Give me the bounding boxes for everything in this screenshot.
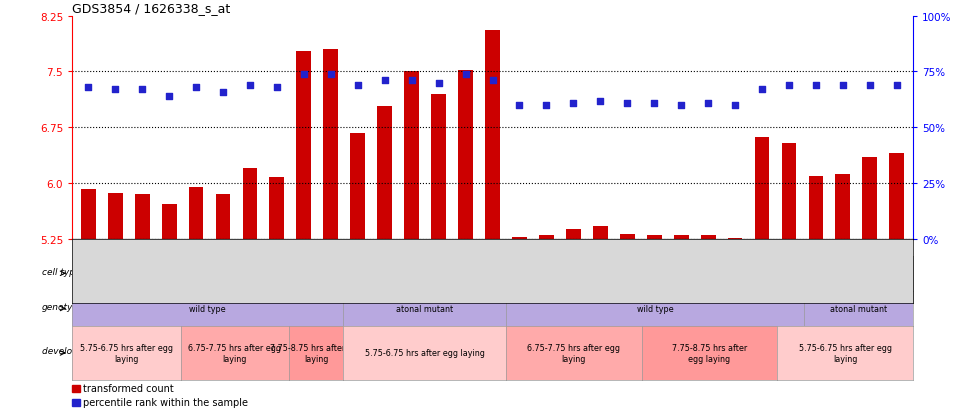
- Point: [512, 102, 528, 109]
- Point: [350, 82, 365, 89]
- Text: 5.75-6.75 hrs after egg
laying: 5.75-6.75 hrs after egg laying: [799, 343, 892, 363]
- Text: atonal mutant: atonal mutant: [396, 304, 454, 313]
- Point: [781, 82, 797, 89]
- Bar: [108, 193, 123, 240]
- Bar: [72, 385, 80, 392]
- Point: [269, 85, 284, 91]
- Point: [701, 100, 716, 107]
- Bar: [620, 234, 634, 240]
- Bar: [405, 71, 419, 240]
- Text: atonalGFP reporter_plus: atonalGFP reporter_plus: [240, 269, 337, 278]
- Text: 7.75-8.75 hrs after egg
laying: 7.75-8.75 hrs after egg laying: [270, 343, 362, 363]
- Bar: [296, 52, 311, 240]
- Text: 6.75-7.75 hrs after egg
laying: 6.75-7.75 hrs after egg laying: [188, 343, 282, 363]
- Bar: [215, 195, 231, 240]
- Bar: [135, 195, 150, 240]
- Point: [457, 71, 473, 78]
- Point: [727, 102, 743, 109]
- Bar: [188, 188, 204, 240]
- Bar: [566, 230, 580, 240]
- Point: [431, 80, 446, 87]
- Text: percentile rank within the sample: percentile rank within the sample: [83, 397, 248, 407]
- Point: [566, 100, 581, 107]
- Text: 5.75-6.75 hrs after egg
laying: 5.75-6.75 hrs after egg laying: [80, 343, 173, 363]
- Bar: [593, 227, 607, 240]
- Bar: [485, 31, 500, 240]
- Bar: [161, 204, 177, 240]
- Text: atonalGFP reporter_minus: atonalGFP reporter_minus: [657, 269, 762, 278]
- Point: [647, 100, 662, 107]
- Point: [862, 82, 877, 89]
- Text: wild type: wild type: [189, 304, 226, 313]
- Point: [188, 85, 204, 91]
- Point: [323, 71, 338, 78]
- Point: [835, 82, 850, 89]
- Point: [242, 82, 258, 89]
- Point: [404, 78, 419, 85]
- Text: atonal mutant: atonal mutant: [830, 304, 887, 313]
- Bar: [458, 71, 473, 240]
- Text: wild type: wild type: [637, 304, 674, 313]
- Text: 5.75-6.75 hrs after egg laying: 5.75-6.75 hrs after egg laying: [365, 349, 484, 358]
- Point: [161, 93, 177, 100]
- Bar: [835, 174, 850, 240]
- Text: development stage: development stage: [42, 346, 130, 355]
- Text: cell type: cell type: [42, 267, 81, 276]
- Text: genotype/variation: genotype/variation: [42, 302, 128, 311]
- Bar: [269, 178, 284, 240]
- Bar: [431, 95, 446, 240]
- Bar: [808, 176, 824, 240]
- Bar: [754, 138, 770, 240]
- Bar: [781, 144, 797, 240]
- Bar: [378, 107, 392, 240]
- Point: [539, 102, 554, 109]
- Point: [296, 71, 311, 78]
- Bar: [862, 158, 877, 240]
- Bar: [351, 133, 365, 240]
- Point: [484, 78, 500, 85]
- Bar: [72, 399, 80, 406]
- Point: [108, 87, 123, 93]
- Bar: [512, 237, 527, 240]
- Point: [620, 100, 635, 107]
- Point: [215, 89, 231, 96]
- Text: 6.75-7.75 hrs after egg
laying: 6.75-7.75 hrs after egg laying: [528, 343, 621, 363]
- Point: [135, 87, 150, 93]
- Bar: [81, 190, 96, 240]
- Point: [808, 82, 824, 89]
- Bar: [324, 50, 338, 240]
- Point: [889, 82, 904, 89]
- Text: 7.75-8.75 hrs after
egg laying: 7.75-8.75 hrs after egg laying: [672, 343, 747, 363]
- Point: [754, 87, 770, 93]
- Bar: [242, 169, 258, 240]
- Bar: [727, 238, 743, 240]
- Bar: [889, 154, 904, 240]
- Bar: [539, 236, 554, 240]
- Bar: [701, 236, 716, 240]
- Bar: [674, 236, 689, 240]
- Point: [81, 85, 96, 91]
- Point: [674, 102, 689, 109]
- Bar: [647, 236, 661, 240]
- Point: [377, 78, 392, 85]
- Point: [593, 98, 608, 104]
- Text: GDS3854 / 1626338_s_at: GDS3854 / 1626338_s_at: [72, 2, 231, 15]
- Text: transformed count: transformed count: [83, 384, 174, 394]
